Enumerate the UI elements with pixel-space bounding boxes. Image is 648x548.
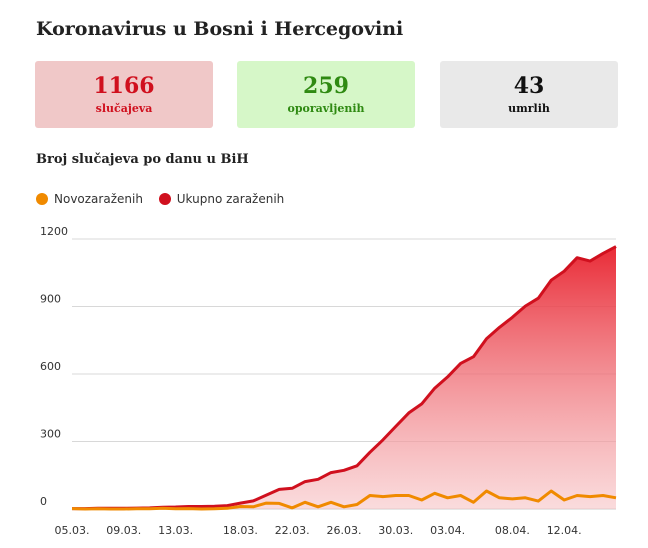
stats-cards: 1166 slučajeva 259 oporavljenih 43 umrli… xyxy=(35,61,618,128)
deaths-card: 43 umrlih xyxy=(440,61,618,128)
deaths-count: 43 xyxy=(513,73,545,99)
y-axis: 0 300 600 900 1200 xyxy=(40,225,68,508)
y-tick-0: 0 xyxy=(40,495,47,508)
legend-label-total: Ukupno zaraženih xyxy=(176,192,285,206)
total-area xyxy=(72,246,616,509)
legend-label-new: Novozaraženih xyxy=(54,192,143,206)
plot-area xyxy=(71,245,617,511)
x-tick-18-03-: 18.03. xyxy=(223,524,258,537)
y-tick-300: 300 xyxy=(40,428,61,441)
cases-label: slučajeva xyxy=(95,102,153,115)
x-tick-30-03-: 30.03. xyxy=(378,524,413,537)
deaths-label: umrlih xyxy=(508,102,550,115)
x-tick-09-03-: 09.03. xyxy=(106,524,141,537)
legend-dot-new xyxy=(36,193,48,205)
chart-legend: Novozaraženih Ukupno zaraženih xyxy=(36,192,296,208)
x-tick-08-04-: 08.04. xyxy=(495,524,530,537)
legend-item-total[interactable]: Ukupno zaraženih xyxy=(158,192,285,206)
x-tick-13-03-: 13.03. xyxy=(158,524,193,537)
y-tick-600: 600 xyxy=(40,360,61,373)
chart-title: Broj slučajeva po danu u BiH xyxy=(36,152,249,167)
x-axis: 05.03. 09.03. 13.03. 18.03. 22.03. 26.03. 30.0… xyxy=(55,524,582,537)
x-tick-12-04-: 12.04. xyxy=(547,524,582,537)
x-tick-22-03-: 22.03. xyxy=(275,524,310,537)
y-tick-900: 900 xyxy=(40,293,61,306)
x-tick-05-03-: 05.03. xyxy=(55,524,90,537)
new-line xyxy=(71,489,617,511)
cases-card: 1166 slučajeva xyxy=(35,61,213,128)
x-tick-03-04-: 03.04. xyxy=(430,524,465,537)
cases-count: 1166 xyxy=(93,73,155,99)
page-title: Koronavirus u Bosni i Hercegovini xyxy=(36,18,404,40)
recovered-count: 259 xyxy=(303,73,349,99)
legend-item-new[interactable]: Novozaraženih xyxy=(36,192,143,206)
recovered-card: 259 oporavljenih xyxy=(237,61,415,128)
legend-dot-total xyxy=(158,193,171,205)
recovered-label: oporavljenih xyxy=(287,102,365,115)
x-tick-26-03-: 26.03. xyxy=(327,524,362,537)
y-tick-1200: 1200 xyxy=(40,225,68,238)
